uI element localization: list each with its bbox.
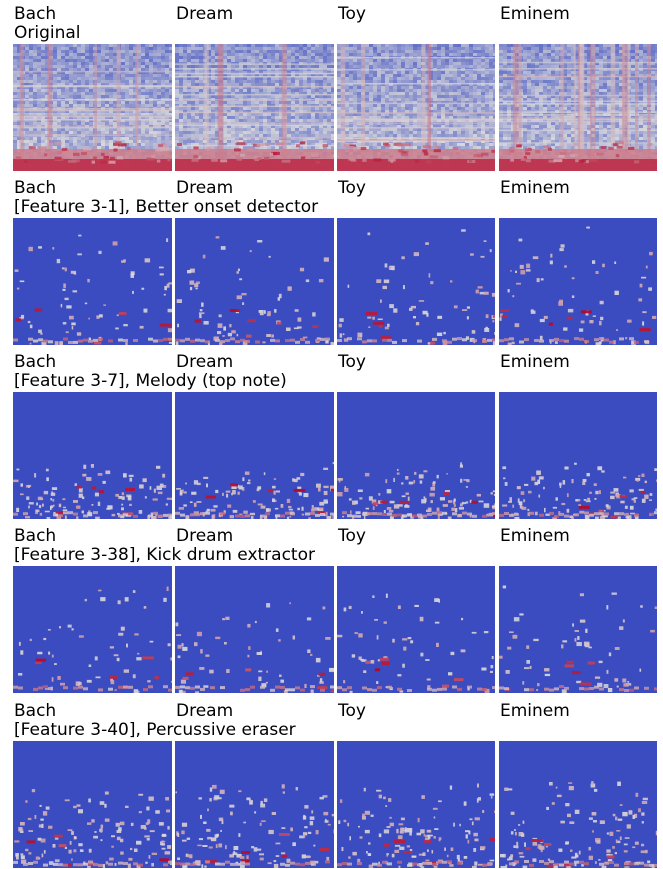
song-label-eminem: Eminem: [500, 352, 570, 372]
spectrogram-onset-bach: [13, 218, 172, 345]
spectrogram-percussive-bach: [13, 741, 172, 868]
spectrogram-original-eminem: [499, 44, 657, 171]
spectrogram-percussive-dream: [175, 741, 334, 868]
spectrogram-kick-eminem: [499, 566, 657, 693]
song-label-bach: Bach: [14, 701, 56, 721]
song-label-toy: Toy: [338, 4, 366, 24]
song-label-eminem: Eminem: [500, 4, 570, 24]
song-label-dream: Dream: [176, 4, 233, 24]
song-label-toy: Toy: [338, 352, 366, 372]
spectrogram-kick-dream: [175, 566, 334, 693]
song-label-dream: Dream: [176, 701, 233, 721]
song-label-dream: Dream: [176, 352, 233, 372]
spectrogram-original-bach: [13, 44, 172, 171]
song-label-bach: Bach: [14, 526, 56, 546]
row-title: [Feature 3-38], Kick drum extractor: [14, 545, 315, 565]
spectrogram-melody-toy: [337, 392, 495, 519]
spectrogram-melody-bach: [13, 392, 172, 519]
feature-row-kick: Bach Dream Toy Eminem [Feature 3-38], Kick d…: [0, 522, 663, 694]
spectrogram-onset-dream: [175, 218, 334, 345]
row-title: [Feature 3-7], Melody (top note): [14, 371, 287, 391]
song-label-toy: Toy: [338, 178, 366, 198]
song-label-toy: Toy: [338, 701, 366, 721]
spectrogram-original-dream: [175, 44, 334, 171]
feature-row-percussive: Bach Dream Toy Eminem [Feature 3-40], Percus…: [0, 697, 663, 869]
spectrogram-kick-bach: [13, 566, 172, 693]
spectrogram-onset-toy: [337, 218, 495, 345]
song-label-eminem: Eminem: [500, 178, 570, 198]
row-title: [Feature 3-40], Percussive eraser: [14, 720, 296, 740]
spectrogram-percussive-toy: [337, 741, 495, 868]
song-label-bach: Bach: [14, 352, 56, 372]
feature-row-melody: Bach Dream Toy Eminem [Feature 3-7], Melody …: [0, 348, 663, 520]
spectrogram-melody-eminem: [499, 392, 657, 519]
spectrogram-onset-eminem: [499, 218, 657, 345]
feature-row-onset: Bach Dream Toy Eminem [Feature 3-1], Better …: [0, 174, 663, 346]
row-title: [Feature 3-1], Better onset detector: [14, 197, 318, 217]
song-label-bach: Bach: [14, 178, 56, 198]
spectrogram-percussive-eminem: [499, 741, 657, 868]
feature-row-original: Bach Dream Toy Eminem Original: [0, 0, 663, 172]
song-label-dream: Dream: [176, 178, 233, 198]
spectrogram-kick-toy: [337, 566, 495, 693]
row-title: Original: [14, 23, 81, 43]
song-label-toy: Toy: [338, 526, 366, 546]
song-label-eminem: Eminem: [500, 701, 570, 721]
song-label-eminem: Eminem: [500, 526, 570, 546]
spectrogram-original-toy: [337, 44, 495, 171]
spectrogram-melody-dream: [175, 392, 334, 519]
song-label-bach: Bach: [14, 4, 56, 24]
song-label-dream: Dream: [176, 526, 233, 546]
